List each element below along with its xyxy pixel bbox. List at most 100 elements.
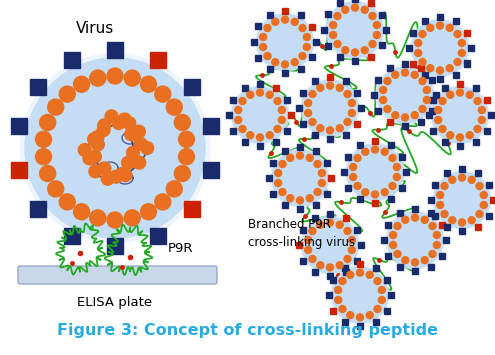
Circle shape xyxy=(335,296,342,304)
FancyBboxPatch shape xyxy=(257,81,263,87)
FancyBboxPatch shape xyxy=(64,228,81,244)
Circle shape xyxy=(387,212,443,268)
Circle shape xyxy=(433,241,441,248)
Circle shape xyxy=(446,65,453,72)
Circle shape xyxy=(369,40,376,48)
Circle shape xyxy=(239,98,246,104)
Circle shape xyxy=(59,86,75,102)
Circle shape xyxy=(334,40,341,48)
Circle shape xyxy=(336,125,343,132)
FancyBboxPatch shape xyxy=(312,202,318,208)
FancyBboxPatch shape xyxy=(403,169,409,175)
Circle shape xyxy=(74,204,90,220)
FancyBboxPatch shape xyxy=(375,76,381,82)
Circle shape xyxy=(336,221,343,228)
FancyBboxPatch shape xyxy=(486,181,492,187)
Circle shape xyxy=(88,133,100,146)
FancyBboxPatch shape xyxy=(325,11,331,17)
FancyBboxPatch shape xyxy=(345,185,351,191)
FancyBboxPatch shape xyxy=(11,162,27,178)
Circle shape xyxy=(36,149,51,165)
FancyBboxPatch shape xyxy=(330,277,336,283)
Circle shape xyxy=(306,195,313,202)
Circle shape xyxy=(349,174,357,180)
Circle shape xyxy=(354,154,361,162)
Circle shape xyxy=(40,114,55,131)
FancyBboxPatch shape xyxy=(297,144,303,150)
FancyBboxPatch shape xyxy=(422,72,428,78)
Circle shape xyxy=(116,168,129,180)
Circle shape xyxy=(123,117,136,130)
FancyBboxPatch shape xyxy=(297,66,303,72)
FancyBboxPatch shape xyxy=(459,228,465,234)
Circle shape xyxy=(478,106,485,114)
FancyBboxPatch shape xyxy=(430,127,436,133)
Circle shape xyxy=(274,98,281,104)
Circle shape xyxy=(356,269,363,276)
Circle shape xyxy=(349,164,357,170)
Circle shape xyxy=(109,170,122,183)
FancyBboxPatch shape xyxy=(367,0,374,6)
Circle shape xyxy=(256,89,263,96)
FancyBboxPatch shape xyxy=(242,139,248,145)
FancyBboxPatch shape xyxy=(402,123,408,129)
Circle shape xyxy=(456,134,463,141)
Circle shape xyxy=(231,86,290,144)
FancyBboxPatch shape xyxy=(358,105,364,111)
Circle shape xyxy=(266,132,273,139)
Circle shape xyxy=(272,150,328,206)
Circle shape xyxy=(309,256,316,262)
Circle shape xyxy=(118,113,131,126)
Circle shape xyxy=(423,97,430,104)
FancyBboxPatch shape xyxy=(442,85,447,91)
FancyBboxPatch shape xyxy=(296,242,302,248)
Circle shape xyxy=(20,54,209,242)
Circle shape xyxy=(339,278,346,285)
Circle shape xyxy=(134,137,147,150)
FancyBboxPatch shape xyxy=(439,252,445,258)
Text: Virus: Virus xyxy=(76,21,114,36)
Circle shape xyxy=(334,12,341,20)
FancyBboxPatch shape xyxy=(452,18,458,24)
Circle shape xyxy=(97,124,110,136)
Circle shape xyxy=(336,262,343,269)
Circle shape xyxy=(419,77,426,84)
Circle shape xyxy=(122,157,135,169)
FancyBboxPatch shape xyxy=(388,196,394,202)
Circle shape xyxy=(392,112,399,119)
Circle shape xyxy=(474,125,481,132)
Circle shape xyxy=(378,286,385,294)
Circle shape xyxy=(133,156,146,169)
FancyBboxPatch shape xyxy=(273,139,279,145)
Circle shape xyxy=(437,202,444,208)
FancyBboxPatch shape xyxy=(312,148,318,154)
FancyBboxPatch shape xyxy=(375,108,381,114)
FancyBboxPatch shape xyxy=(300,120,306,126)
Circle shape xyxy=(361,47,368,54)
FancyBboxPatch shape xyxy=(387,65,393,71)
Circle shape xyxy=(304,109,312,116)
Circle shape xyxy=(344,256,351,262)
FancyBboxPatch shape xyxy=(149,52,165,68)
Circle shape xyxy=(330,22,337,28)
Circle shape xyxy=(282,61,289,68)
FancyBboxPatch shape xyxy=(381,237,387,243)
FancyBboxPatch shape xyxy=(273,85,279,91)
Circle shape xyxy=(279,160,286,168)
FancyBboxPatch shape xyxy=(488,112,494,118)
Circle shape xyxy=(92,138,104,151)
FancyBboxPatch shape xyxy=(412,268,418,274)
FancyBboxPatch shape xyxy=(444,224,449,230)
Circle shape xyxy=(342,47,349,54)
Circle shape xyxy=(381,148,388,155)
Circle shape xyxy=(327,2,383,58)
Circle shape xyxy=(373,32,380,38)
Circle shape xyxy=(124,210,140,226)
FancyBboxPatch shape xyxy=(321,27,327,33)
Circle shape xyxy=(232,87,288,143)
Circle shape xyxy=(287,154,294,161)
FancyBboxPatch shape xyxy=(422,18,428,24)
Circle shape xyxy=(446,24,453,31)
Circle shape xyxy=(411,214,418,221)
FancyBboxPatch shape xyxy=(433,92,439,98)
